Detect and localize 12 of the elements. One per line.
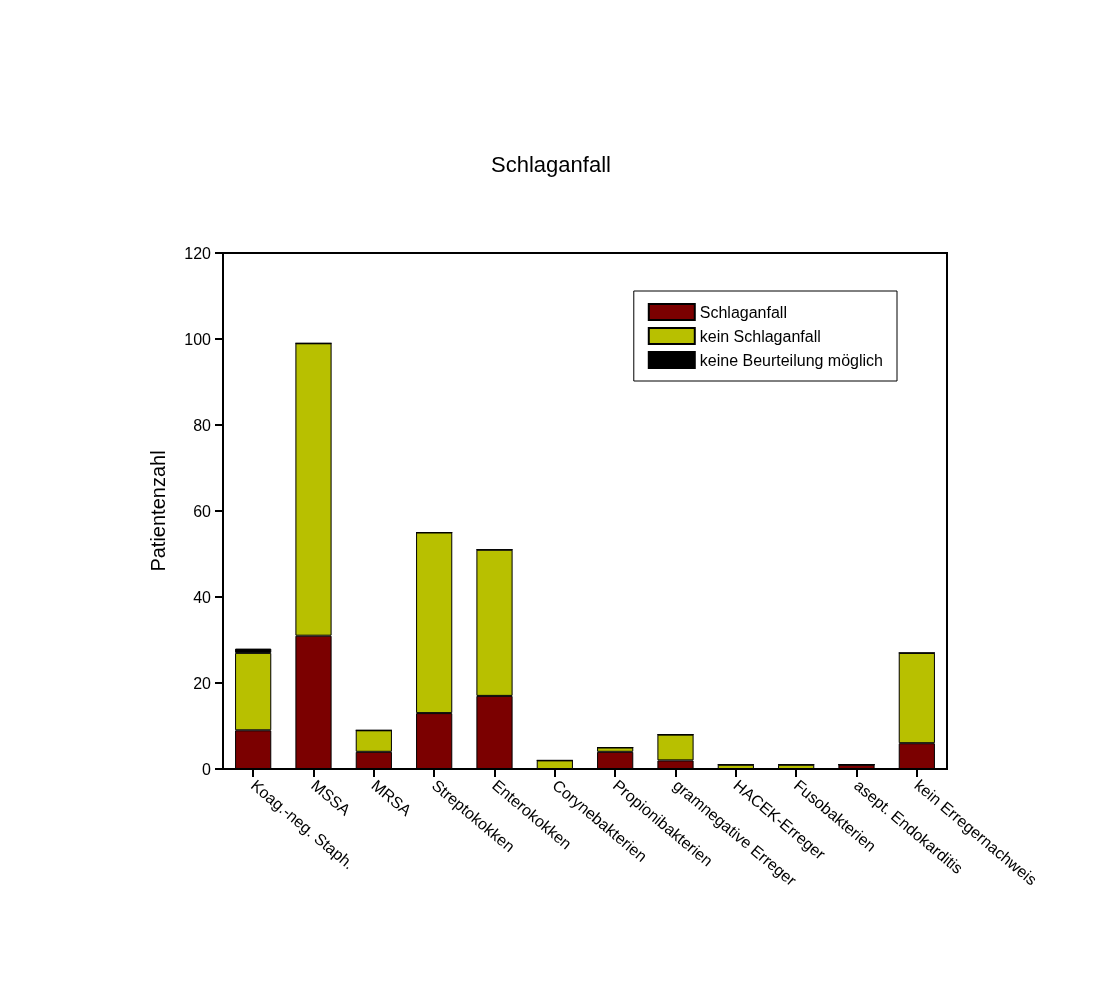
legend-label: Schlaganfall	[699, 303, 787, 321]
chart-title: Schlaganfall	[491, 151, 611, 177]
y-tick-label: 20	[193, 674, 212, 692]
legend-label: kein Schlaganfall	[699, 327, 821, 345]
legend-label: keine Beurteilung möglich	[699, 351, 883, 369]
y-tick-label: 40	[193, 588, 212, 606]
y-tick-label: 120	[184, 244, 212, 262]
y-axis-title: Patientenzahl	[147, 450, 169, 572]
y-tick-label: 100	[184, 330, 212, 348]
y-tick-label: 0	[202, 760, 212, 778]
y-tick-label: 80	[193, 416, 212, 434]
y-tick-label: 60	[193, 502, 212, 520]
